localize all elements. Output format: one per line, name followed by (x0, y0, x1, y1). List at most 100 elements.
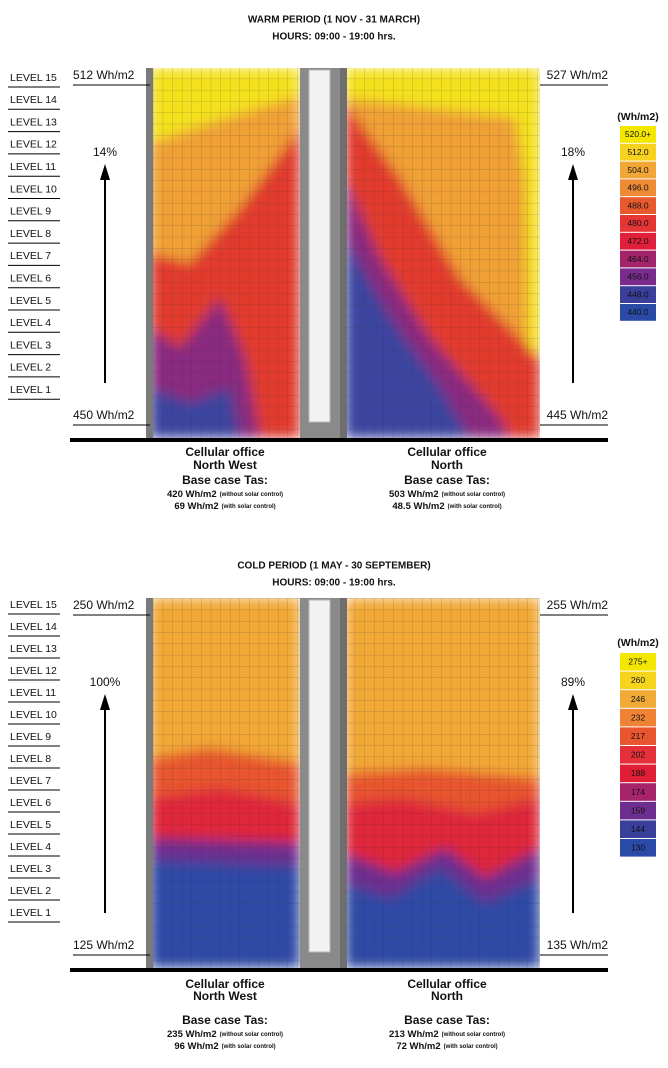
legend-swatch (620, 232, 656, 250)
facade-grid (150, 598, 300, 968)
legend-swatch (620, 304, 656, 321)
office-orientation: North West (193, 458, 257, 472)
change-percent: 18% (561, 145, 585, 159)
level-label: LEVEL 5 (10, 295, 51, 307)
base-case-label: Base case Tas: (404, 1013, 490, 1027)
legend-label: 260 (631, 675, 645, 685)
legend-swatch (620, 820, 656, 838)
base-case-result: 72 Wh/m2 (with solar control) (396, 1041, 497, 1052)
level-label: LEVEL 9 (10, 731, 51, 743)
level-label: LEVEL 4 (10, 841, 51, 853)
level-label: LEVEL 12 (10, 139, 57, 151)
bottom-value: 125 Wh/m2 (73, 938, 135, 952)
change-percent: 14% (93, 145, 117, 159)
core-edge (340, 68, 347, 438)
legend-label: 512.0 (627, 147, 649, 157)
level-label: LEVEL 11 (10, 161, 56, 173)
level-label: LEVEL 10 (10, 183, 57, 195)
legend-swatch (620, 671, 656, 690)
base-case-result: 235 Wh/m2 (without solar control) (167, 1029, 283, 1040)
legend-swatch (620, 143, 656, 161)
legend-swatch (620, 783, 656, 801)
panel-hours: HOURS: 09:00 - 19:00 hrs. (272, 578, 396, 589)
level-label: LEVEL 13 (10, 116, 57, 128)
top-value: 527 Wh/m2 (547, 68, 609, 82)
facade-grid (150, 68, 300, 438)
arrow-head (568, 164, 578, 180)
base-case-label: Base case Tas: (404, 473, 490, 487)
panel-title: COLD PERIOD (1 MAY - 30 SEPTEMBER) (237, 561, 430, 572)
result-value: 69 Wh/m2 (174, 501, 218, 512)
legend-swatch (620, 197, 656, 214)
facade-edge (146, 68, 153, 438)
level-label: LEVEL 3 (10, 863, 51, 875)
facade (150, 598, 300, 968)
base-case-label: Base case Tas: (182, 1013, 268, 1027)
result-note: (without solar control) (442, 1032, 505, 1038)
level-label: LEVEL 14 (10, 621, 57, 633)
level-label: LEVEL 15 (10, 72, 57, 84)
core-edge (340, 598, 347, 968)
core-shaft (308, 599, 331, 953)
legend-label: 472.0 (627, 236, 649, 246)
bottom-value: 135 Wh/m2 (547, 938, 609, 952)
base-case-label: Base case Tas: (182, 473, 268, 487)
legend-label: 217 (631, 731, 645, 741)
level-label: LEVEL 8 (10, 753, 51, 765)
result-note: (with solar control) (448, 504, 502, 510)
result-note: (with solar control) (222, 1044, 276, 1050)
level-label: LEVEL 7 (10, 250, 51, 262)
result-note: (without solar control) (220, 1032, 283, 1038)
change-percent: 100% (90, 675, 121, 689)
office-name: Cellular office (407, 977, 487, 991)
legend-label: 504.0 (627, 165, 649, 175)
legend-label: 159 (631, 805, 645, 815)
base-case-result: 503 Wh/m2 (without solar control) (389, 489, 505, 500)
level-label: LEVEL 8 (10, 228, 51, 240)
legend-swatch (620, 708, 656, 727)
legend-swatch (620, 126, 656, 143)
core-shaft (308, 69, 331, 423)
level-label: LEVEL 5 (10, 819, 51, 831)
legend-label: 144 (631, 824, 645, 834)
legend-swatch (620, 250, 656, 268)
legend-swatch (620, 764, 656, 783)
legend-label: 188 (631, 768, 645, 778)
top-value: 250 Wh/m2 (73, 598, 135, 612)
legend-title: (Wh/m2) (617, 637, 658, 649)
legend-label: 464.0 (627, 254, 649, 264)
facade-grid (345, 68, 540, 438)
result-note: (without solar control) (442, 492, 505, 498)
level-label: LEVEL 12 (10, 665, 57, 677)
legend-swatch (620, 161, 656, 179)
level-label: LEVEL 14 (10, 94, 57, 106)
level-label: LEVEL 13 (10, 643, 57, 655)
level-label: LEVEL 2 (10, 885, 51, 897)
office-name: Cellular office (185, 445, 265, 459)
level-label: LEVEL 15 (10, 599, 57, 611)
facade (345, 68, 540, 438)
panel-hours: HOURS: 09:00 - 19:00 hrs. (272, 32, 396, 43)
top-value: 512 Wh/m2 (73, 68, 135, 82)
office-orientation: North (431, 458, 463, 472)
level-label: LEVEL 1 (10, 384, 51, 396)
legend-swatch (620, 727, 656, 745)
ground (70, 438, 608, 442)
legend-swatch (620, 746, 656, 764)
legend-swatch (620, 215, 656, 232)
level-label: LEVEL 9 (10, 206, 51, 218)
legend-label: 440.0 (627, 307, 649, 317)
legend-label: 232 (631, 712, 645, 722)
bottom-value: 450 Wh/m2 (73, 408, 135, 422)
base-case-result: 420 Wh/m2 (without solar control) (167, 489, 283, 500)
legend-swatch (620, 286, 656, 303)
base-case-result: 48.5 Wh/m2 (with solar control) (392, 501, 501, 512)
legend-swatch (620, 268, 656, 286)
legend-label: 275+ (628, 657, 647, 667)
legend-label: 448.0 (627, 289, 649, 299)
panel-title: WARM PERIOD (1 NOV - 31 MARCH) (248, 15, 420, 26)
legend-swatch (620, 839, 656, 857)
bottom-value: 445 Wh/m2 (547, 408, 609, 422)
legend-label: 480.0 (627, 218, 649, 228)
